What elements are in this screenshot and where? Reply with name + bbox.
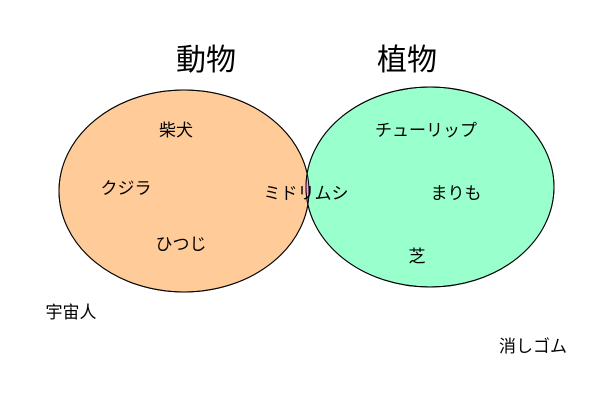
right-item: チューリップ (375, 121, 477, 141)
intersection-item: ミドリムシ (264, 184, 349, 204)
set-left-outline (58, 89, 310, 293)
set-left-title: 動物 (176, 43, 236, 78)
set-right-outline (305, 86, 555, 288)
outside-label-right: 消しゴム (499, 336, 567, 357)
left-item: ひつじ (156, 235, 207, 255)
set-right-title: 植物 (377, 43, 437, 78)
right-item: まりも (431, 184, 482, 204)
outside-label-left: 宇宙人 (46, 303, 97, 323)
right-item: 芝 (409, 247, 426, 267)
left-item: クジラ (101, 179, 152, 199)
left-item: 柴犬 (159, 121, 193, 141)
